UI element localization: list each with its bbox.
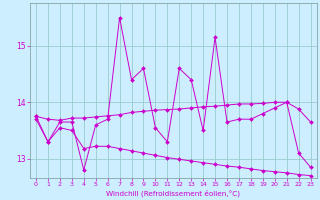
X-axis label: Windchill (Refroidissement éolien,°C): Windchill (Refroidissement éolien,°C): [106, 189, 240, 197]
